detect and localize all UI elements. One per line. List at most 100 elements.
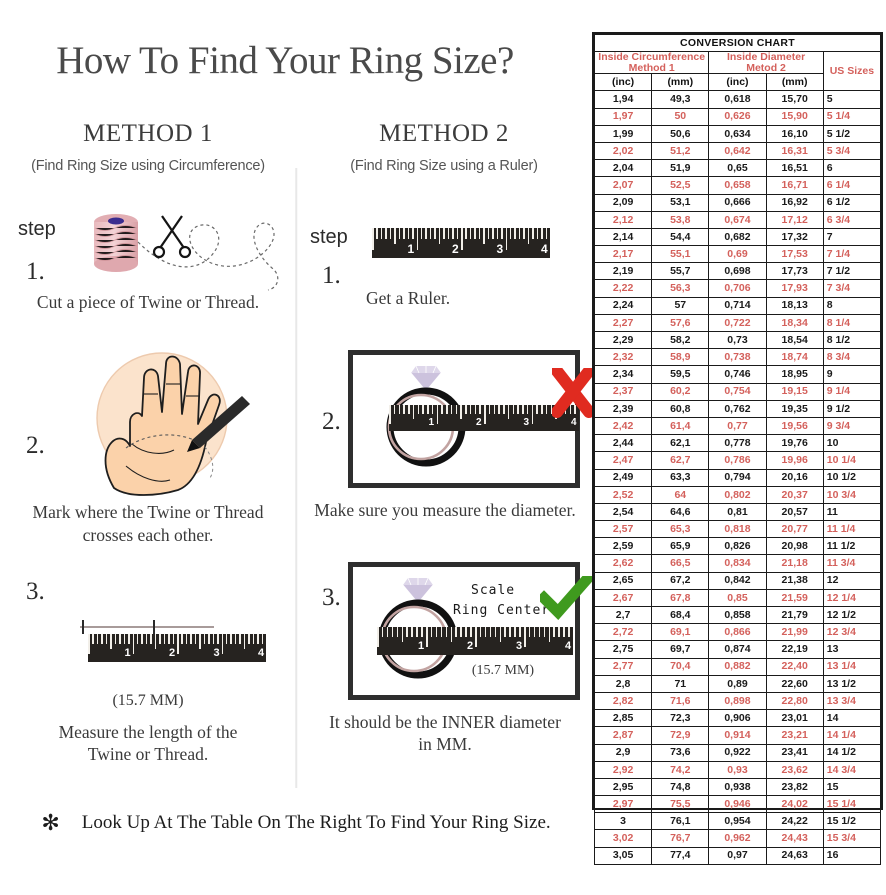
cell-inside-circumference-mm: 52,5 [651, 176, 710, 195]
cell-inside-circumference-inc: 2,07 [593, 176, 653, 195]
ruler-tick [507, 405, 510, 419]
ruler-tick [185, 634, 188, 645]
cell-us-size: 13 1/4 [822, 657, 882, 676]
cell-inside-diameter-inc: 0,618 [708, 90, 767, 109]
cell-inside-diameter-inc: 0,626 [708, 107, 767, 126]
cell-inside-diameter-inc: 0,818 [708, 520, 767, 539]
method-2-heading: METHOD 2 [379, 120, 509, 147]
cell-us-size: 14 1/4 [822, 726, 882, 745]
ruler-tick [128, 634, 130, 645]
cell-inside-diameter-inc: 0,746 [708, 365, 767, 384]
ruler-tick [177, 634, 179, 655]
ruler-tick [488, 405, 491, 415]
cell-us-size: 9 1/4 [822, 382, 882, 401]
method-1-step-word: step [18, 218, 56, 240]
cell-inside-circumference-mm: 55,1 [651, 245, 710, 264]
cell-inside-circumference-inc: 2,59 [593, 537, 653, 556]
ruler-tick [469, 405, 472, 415]
ruler-tick [376, 228, 378, 239]
group-header-diameter-line-2: Metod 2 [746, 61, 786, 74]
cell-inside-diameter-inc: 0,882 [708, 657, 767, 676]
cell-us-size: 5 [822, 90, 882, 109]
ruler-number-label: 2 [476, 416, 482, 428]
cell-inside-circumference-inc: 2,29 [593, 330, 653, 350]
method-2-step-1-number: 1. [322, 262, 341, 289]
method-2-ruler-icon: 1 2 3 4 [372, 228, 550, 258]
ruler-tick [519, 627, 521, 638]
cell-inside-circumference-inc: 2,95 [593, 777, 653, 797]
table-row: 2,65 67,2 0,842 21,38 12 [593, 571, 882, 590]
method-1-heading: METHOD 1 [83, 120, 213, 147]
table-row: 2,07 52,5 0,658 16,71 6 1/4 [593, 176, 882, 195]
cell-us-size: 13 [822, 640, 882, 659]
ruler-tick [499, 627, 501, 642]
ruler-number-label: 3 [523, 416, 530, 428]
ruler-tick [132, 634, 134, 655]
cell-inside-diameter-inc: 0,682 [708, 227, 767, 247]
cell-inside-diameter-inc: 0,922 [708, 743, 767, 762]
cell-inside-diameter-inc: 0,946 [708, 795, 767, 814]
cell-inside-diameter-inc: 0,722 [708, 313, 767, 333]
ruler-tick [465, 627, 467, 638]
cell-inside-circumference-mm: 50 [651, 107, 710, 126]
ruler-tick [478, 228, 481, 239]
ruler-tick [523, 228, 525, 239]
table-title-row: CONVERSION CHART [594, 33, 881, 53]
red-x-icon [552, 368, 594, 418]
cell-inside-diameter-mm: 18,95 [765, 365, 824, 384]
ruler-number-label: 2 [452, 241, 459, 256]
cell-inside-circumference-mm: 63,3 [651, 468, 710, 487]
cell-inside-circumference-inc: 2,8 [593, 674, 653, 693]
ruler-tick [154, 634, 157, 649]
method-2-step-1-caption: Get a Ruler. [366, 288, 451, 308]
ruler-tick [434, 228, 436, 239]
cell-inside-circumference-mm: 65,3 [651, 520, 710, 539]
ruler-tick [172, 634, 175, 645]
cell-inside-diameter-inc: 0,674 [708, 210, 767, 229]
ruler-tick [221, 634, 223, 655]
method-1-step-1-caption: Cut a piece of Twine or Thread. [36, 292, 260, 312]
cell-inside-diameter-mm: 19,96 [765, 451, 824, 470]
ruler-tick [475, 627, 477, 648]
table-row: 2,82 71,6 0,898 22,80 13 3/4 [593, 691, 882, 711]
ruler-tick [217, 634, 219, 645]
table-group-header-row: Inside Circumference Method 1 Inside Dia… [593, 51, 882, 92]
ruler-tick [438, 228, 441, 244]
cell-inside-diameter-mm: 24,02 [765, 795, 824, 814]
ruler-tick [381, 627, 384, 638]
cell-inside-circumference-inc: 2,24 [593, 296, 653, 315]
table-row: 2,54 64,6 0,81 20,57 11 [593, 502, 882, 522]
ruler-tick [541, 228, 543, 239]
table-row: 2,52 64 0,802 20,37 10 3/4 [593, 485, 882, 504]
method-1-step-1-number: 1. [26, 258, 45, 285]
ruler-tick [239, 634, 241, 645]
ruler-tick [377, 627, 379, 648]
cell-inside-circumference-inc: 2,37 [593, 382, 653, 401]
ruler-tick [465, 228, 467, 239]
cell-inside-diameter-inc: 0,77 [708, 416, 767, 436]
table-row: 2,19 55,7 0,698 17,73 7 1/2 [593, 262, 882, 281]
cell-inside-diameter-inc: 0,906 [708, 709, 767, 728]
ruler-tick [385, 228, 387, 239]
ruler-tick [412, 228, 414, 239]
cell-inside-diameter-mm: 19,35 [765, 399, 824, 418]
cell-inside-circumference-inc: 2,44 [593, 434, 653, 453]
cell-us-size: 14 [822, 709, 882, 728]
cell-inside-diameter-inc: 0,65 [708, 159, 767, 178]
cell-inside-diameter-inc: 0,826 [708, 537, 767, 556]
cell-inside-diameter-mm: 17,73 [765, 262, 824, 281]
cell-us-size: 8 1/2 [822, 330, 882, 350]
ruler-tick [181, 634, 183, 645]
ruler-tick [389, 228, 392, 239]
ruler-tick [479, 627, 482, 638]
cell-us-size: 10 1/2 [822, 468, 882, 487]
unit-header-inc-1: (inc) [593, 73, 653, 92]
cell-inside-circumference-inc: 2,77 [593, 657, 653, 676]
cell-inside-diameter-mm: 22,80 [765, 691, 824, 711]
cell-inside-diameter-inc: 0,81 [708, 502, 767, 522]
cell-inside-diameter-mm: 15,70 [765, 90, 824, 109]
cell-inside-circumference-inc: 2,67 [593, 588, 653, 608]
ruler-tick [145, 634, 148, 645]
cell-inside-circumference-mm: 72,9 [651, 726, 710, 745]
method-2-step-2-number: 2. [322, 408, 341, 435]
